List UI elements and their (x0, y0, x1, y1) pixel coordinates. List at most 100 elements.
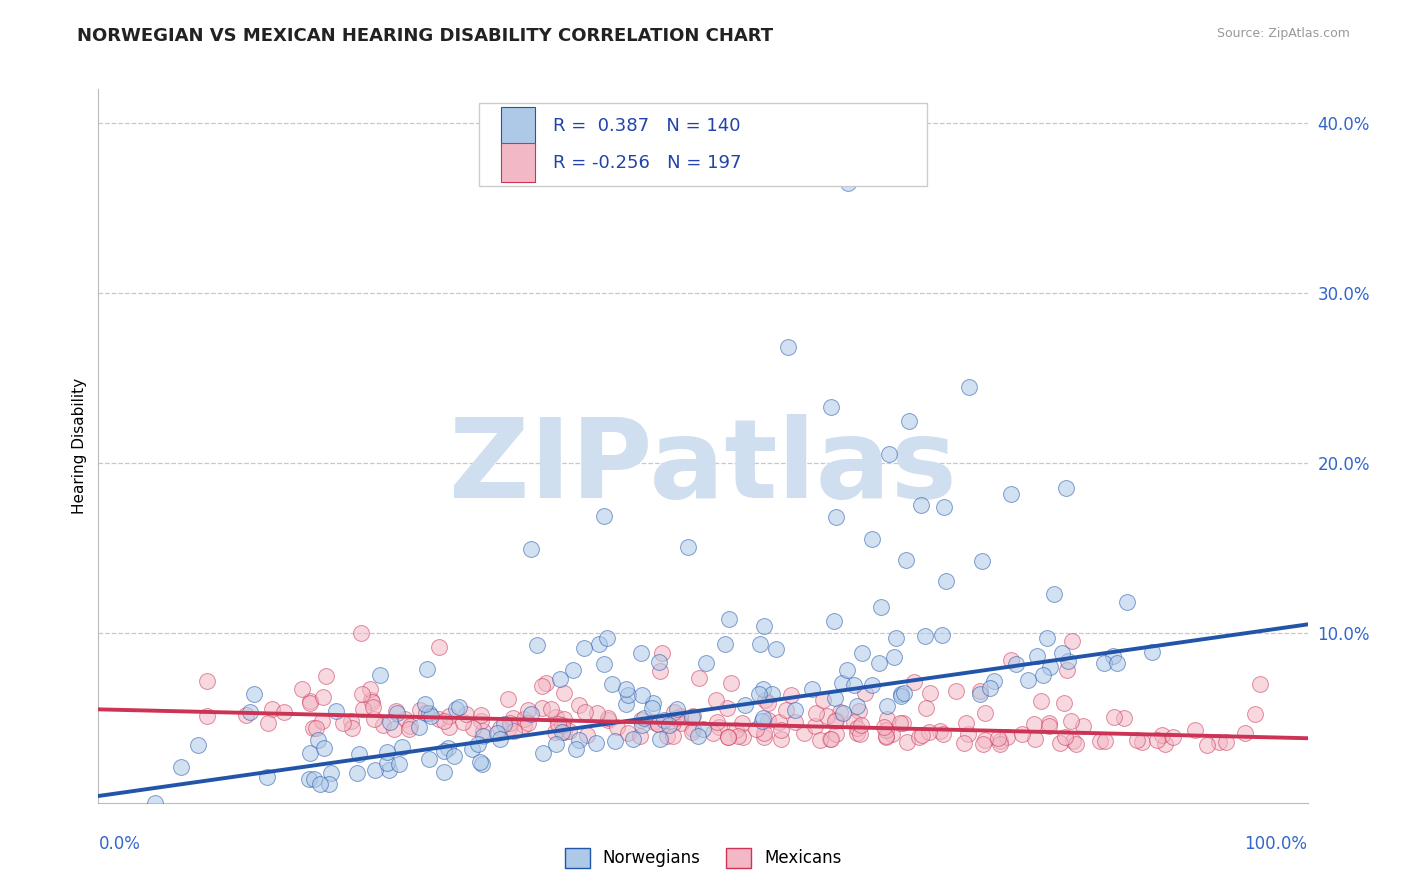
Point (444, 702, 467, 716)
Point (1102, 649, 1125, 664)
Point (754, 692, 776, 706)
Point (641, 701, 664, 715)
Point (631, 689, 654, 703)
Point (825, 510, 848, 524)
Point (891, 715, 914, 730)
Point (614, 681, 637, 696)
Point (870, 599, 893, 614)
Point (388, 756, 411, 771)
Point (914, 701, 936, 715)
Point (662, 729, 685, 743)
Point (1062, 733, 1084, 747)
Point (848, 704, 870, 718)
Point (1053, 730, 1076, 744)
Point (1130, 735, 1153, 749)
Point (1208, 735, 1230, 749)
Point (551, 724, 574, 739)
Point (896, 553, 918, 567)
Point (1032, 668, 1054, 682)
Point (682, 723, 704, 737)
Point (195, 674, 218, 689)
Point (651, 646, 673, 660)
Point (883, 650, 905, 665)
Point (953, 736, 976, 750)
Point (359, 682, 381, 697)
Point (868, 656, 890, 670)
Point (733, 730, 755, 744)
Point (727, 729, 749, 743)
Point (1152, 728, 1174, 742)
Point (547, 717, 569, 731)
Point (562, 663, 585, 677)
Point (557, 724, 579, 739)
Point (903, 675, 925, 690)
Point (889, 715, 911, 730)
Point (988, 738, 1011, 752)
FancyBboxPatch shape (479, 103, 927, 186)
Point (1146, 733, 1168, 747)
Point (546, 737, 568, 751)
Point (1233, 726, 1256, 740)
Point (385, 704, 408, 718)
Point (956, 727, 979, 741)
Point (955, 716, 977, 731)
Point (602, 677, 624, 691)
Point (668, 709, 690, 723)
Point (911, 728, 934, 742)
Point (574, 705, 596, 719)
Point (1024, 717, 1046, 731)
Point (832, 706, 855, 720)
Point (890, 687, 912, 701)
Point (1025, 648, 1047, 663)
Point (910, 499, 932, 513)
Point (920, 685, 942, 699)
Point (170, 760, 193, 774)
Point (568, 733, 591, 747)
Point (363, 712, 385, 726)
Point (596, 632, 619, 646)
Point (800, 681, 823, 696)
Point (931, 628, 953, 642)
Point (875, 730, 897, 744)
Point (456, 706, 478, 721)
FancyBboxPatch shape (501, 143, 534, 182)
Point (681, 710, 703, 724)
Point (342, 721, 364, 735)
Point (748, 637, 770, 651)
Point (896, 735, 918, 749)
Point (437, 708, 460, 723)
Point (717, 730, 740, 744)
Point (1092, 656, 1115, 670)
Point (394, 712, 416, 726)
Point (669, 716, 692, 731)
Point (513, 712, 536, 726)
Point (1112, 711, 1135, 725)
Point (664, 705, 686, 719)
Point (1056, 663, 1078, 677)
Point (447, 699, 470, 714)
Point (319, 765, 342, 780)
Point (872, 720, 894, 734)
Point (298, 693, 321, 707)
Point (568, 698, 591, 713)
Point (503, 724, 526, 739)
Point (502, 711, 524, 725)
Point (516, 716, 538, 731)
Point (145, 796, 167, 810)
Point (1107, 656, 1129, 670)
Point (987, 731, 1010, 745)
Point (914, 629, 936, 643)
Point (650, 665, 672, 679)
Point (1126, 733, 1149, 747)
Point (398, 722, 420, 736)
Point (433, 764, 456, 779)
Point (352, 702, 374, 716)
Point (391, 740, 413, 755)
Point (540, 702, 562, 716)
Point (520, 707, 543, 722)
Point (630, 714, 652, 728)
Point (614, 697, 637, 711)
Point (1249, 676, 1271, 690)
Point (498, 692, 520, 706)
Point (1024, 732, 1046, 747)
